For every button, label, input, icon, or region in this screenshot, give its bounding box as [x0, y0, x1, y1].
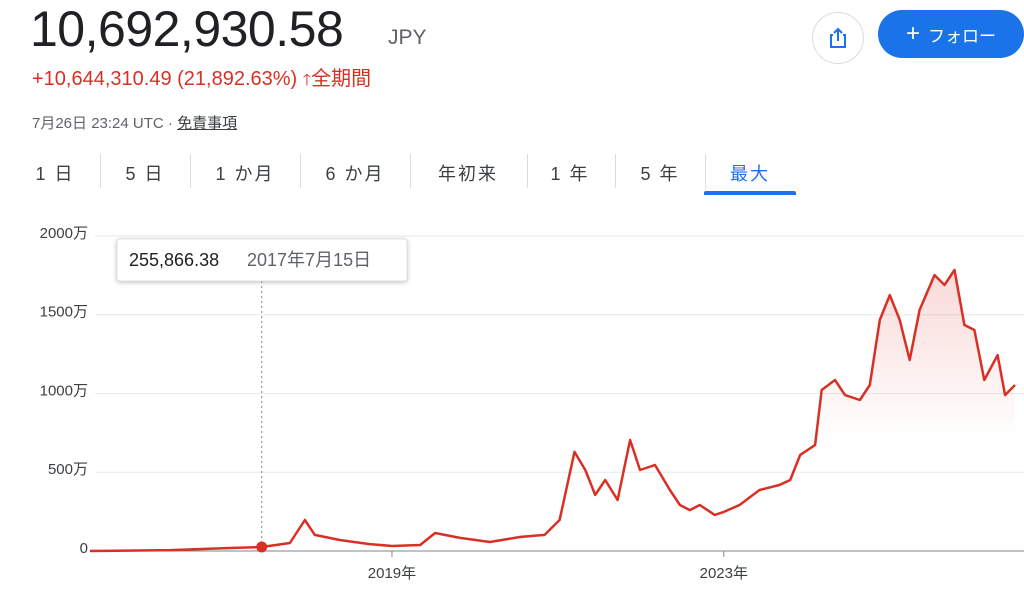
follow-button[interactable]: + フォロー — [878, 10, 1024, 58]
separator: · — [167, 115, 173, 132]
tab[interactable]: 1 日 — [35, 164, 75, 184]
arrow: 🡑 — [302, 72, 312, 89]
x-tick-label: 2019年 — [368, 565, 416, 582]
timestamp: 7月26日 23:24 UTC — [32, 115, 164, 132]
tab-separator — [527, 154, 528, 188]
tab[interactable]: 5 日 — [125, 164, 165, 184]
tab-indicator — [704, 191, 796, 195]
y-tick-label: 1500万 — [40, 304, 88, 321]
tab[interactable]: 最大 — [730, 164, 770, 184]
y-tick-label: 2000万 — [40, 225, 88, 242]
tooltip-value: 255,866.38 — [129, 250, 219, 270]
tab-separator — [190, 154, 191, 188]
plus-icon: + — [905, 20, 920, 47]
tab-separator — [300, 154, 301, 188]
period: 全期間 — [311, 68, 372, 90]
timestamp-line: 7月26日 23:24 UTC · 免責事項 — [32, 112, 237, 133]
y-tick-label: 500万 — [48, 461, 88, 478]
area — [90, 270, 1016, 551]
tab-separator — [705, 154, 706, 188]
x-tick-label: 2023年 — [700, 565, 748, 582]
line — [89, 268, 1016, 553]
disclaimer-link[interactable]: 免責事項 — [177, 115, 238, 132]
change: +10,644,310.49 (21,892.63%) 🡑全期間 — [32, 62, 371, 96]
follow-label: フォロー — [928, 26, 996, 46]
tab[interactable]: 5 年 — [640, 164, 680, 184]
hover-point — [256, 541, 268, 553]
tab-separator — [410, 154, 411, 188]
share-button[interactable] — [812, 12, 864, 64]
tab[interactable]: 6 か月 — [325, 164, 385, 184]
change-value: +10,644,310.49 (21,892.63%) — [32, 68, 298, 90]
tooltip-date: 2017年7月15日 — [247, 250, 371, 270]
tooltip — [116, 238, 408, 282]
y-tick-label: 1000万 — [40, 382, 88, 399]
y-tick-label: 0 — [80, 540, 88, 557]
price: 10,692,930.58 — [30, 1, 344, 57]
tab[interactable]: 年初来 — [438, 164, 498, 184]
tab[interactable]: 1 年 — [550, 164, 590, 184]
tab[interactable]: 1 か月 — [215, 164, 275, 184]
tab-separator — [100, 154, 101, 188]
currency: JPY — [388, 26, 427, 49]
share-icon — [830, 27, 846, 48]
tab-separator — [615, 154, 616, 188]
